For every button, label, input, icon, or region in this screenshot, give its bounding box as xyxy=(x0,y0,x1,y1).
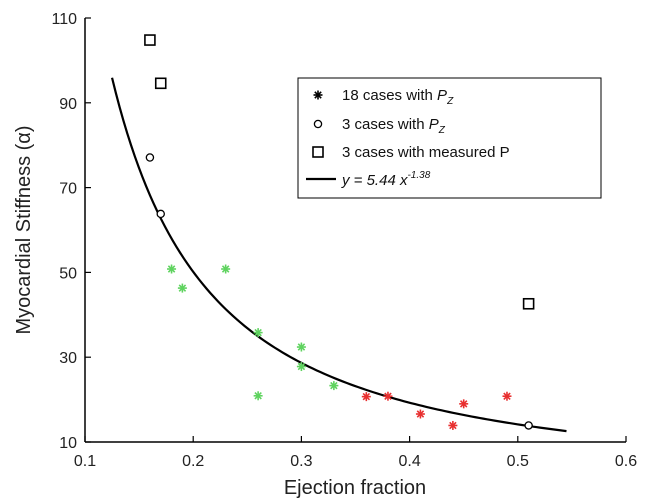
y-tick-label: 70 xyxy=(59,181,77,198)
x-tick-label: 0.5 xyxy=(507,453,529,470)
square-point xyxy=(144,34,156,46)
legend-label-fit: y = 5.44 x-1.38 xyxy=(341,170,431,189)
legend: 18 cases with PZ 3 cases with PZ 3 cases w… xyxy=(297,77,602,199)
legend-label: 3 cases with PZ xyxy=(342,116,446,136)
asterisk-point xyxy=(361,392,371,402)
legend-label: 18 cases with PZ xyxy=(342,87,454,107)
asterisk-point xyxy=(459,399,469,409)
y-tick-label: 10 xyxy=(59,435,77,452)
y-tick-label: 50 xyxy=(59,265,77,282)
y-tick-label: 110 xyxy=(51,11,77,28)
square-point xyxy=(154,77,167,90)
x-tick-label: 0.6 xyxy=(615,453,637,470)
asterisk-point xyxy=(296,362,306,372)
circle-point xyxy=(524,421,533,430)
legend-marker-circle xyxy=(313,119,323,129)
square-point xyxy=(522,297,535,310)
asterisk-point xyxy=(415,409,425,419)
y-tick-label: 30 xyxy=(59,350,77,367)
circle-point xyxy=(145,153,155,162)
asterisk-point xyxy=(502,391,512,401)
asterisk-point xyxy=(253,391,263,401)
legend-marker-square xyxy=(312,146,324,158)
legend-box xyxy=(297,77,602,199)
fit-curve xyxy=(110,77,567,433)
legend-items: 18 cases with PZ 3 cases with PZ 3 cases w… xyxy=(306,87,510,189)
asterisk-point xyxy=(383,391,393,401)
axes xyxy=(84,18,626,443)
asterisk-point xyxy=(177,283,187,293)
x-tick-label: 0.2 xyxy=(182,453,204,470)
x-tick-label: 0.3 xyxy=(290,453,312,470)
x-axis-label: Ejection fraction xyxy=(284,477,426,499)
asterisk-point xyxy=(329,381,339,391)
data-points xyxy=(144,34,535,430)
y-tick-label: 90 xyxy=(59,96,77,113)
legend-label: 3 cases with measured P xyxy=(342,144,510,161)
y-axis-label: Myocardial Stiffness (α) xyxy=(13,125,35,334)
x-ticks: 0.1 0.2 0.3 0.4 0.5 0.6 xyxy=(74,436,637,470)
asterisk-point xyxy=(221,264,231,274)
x-tick-label: 0.1 xyxy=(74,453,96,470)
x-tick-label: 0.4 xyxy=(398,453,420,470)
asterisk-point xyxy=(448,420,458,430)
asterisk-point xyxy=(167,264,177,274)
asterisk-point xyxy=(253,328,263,338)
legend-marker-asterisk xyxy=(313,90,323,100)
asterisk-point xyxy=(296,342,306,352)
circle-point xyxy=(156,209,165,219)
y-ticks: 10 30 50 70 90 110 xyxy=(51,11,91,452)
